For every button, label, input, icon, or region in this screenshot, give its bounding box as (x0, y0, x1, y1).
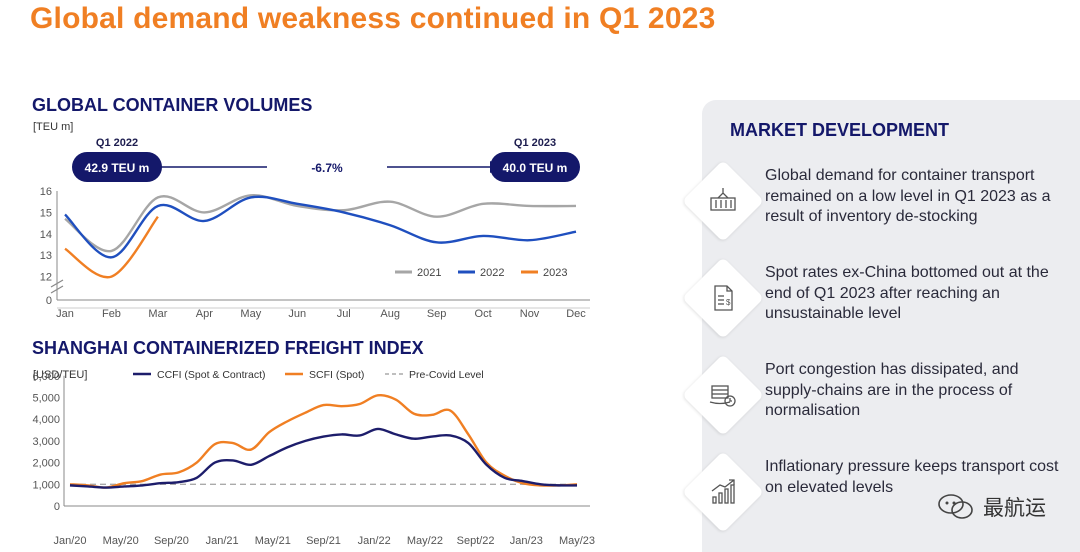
volumes-unit: [TEU m] (33, 121, 73, 133)
x-tick-label: Sep/21 (306, 535, 341, 547)
watermark: 最航运 (937, 492, 1046, 522)
x-tick-label: Apr (196, 308, 213, 320)
x-tick-label: Jan/22 (358, 535, 391, 547)
q1-2022-label: Q1 2022 (96, 137, 138, 149)
document-dollar-icon: $ (681, 256, 765, 340)
x-tick-label: Jul (337, 308, 351, 320)
volumes-heading: GLOBAL CONTAINER VOLUMES (32, 95, 313, 115)
x-tick-label: May/23 (559, 535, 595, 547)
series-line-2021 (64, 194, 577, 253)
x-tick-label: Jan/23 (510, 535, 543, 547)
series-line-2023 (64, 215, 159, 279)
q1-2023-label: Q1 2023 (514, 137, 556, 149)
series-line-2022 (64, 195, 577, 259)
q1-2022-pill (72, 152, 162, 182)
x-tick-label: May (240, 308, 261, 320)
port-clock-icon (681, 353, 765, 437)
y-tick-label: 2,000 (32, 458, 60, 470)
legend-label: 2022 (480, 267, 504, 279)
svg-text:$: $ (726, 298, 731, 307)
x-tick-label: Nov (520, 308, 540, 320)
freight-unit: [USD/TEU] (33, 369, 87, 381)
x-tick-label: May/22 (407, 535, 443, 547)
series-line-1 (69, 393, 578, 489)
y-tick-label: 4,000 (32, 414, 60, 426)
x-tick-label: Sep (427, 308, 447, 320)
y-tick-label: 6,000 (32, 371, 60, 383)
y-tick-label: 13 (40, 250, 52, 262)
market-item: $ Spot rates ex-China bottomed out at th… (681, 256, 1080, 353)
y-tick-label: 12 (40, 272, 52, 284)
x-tick-label: May/21 (255, 535, 291, 547)
y-tick-label: 3,000 (32, 436, 60, 448)
y-tick-label: 15 (40, 207, 52, 219)
y-tick-label: 5,000 (32, 393, 60, 405)
y-tick-label: 1,000 (32, 479, 60, 491)
market-item: Global demand for container transport re… (681, 159, 1080, 256)
x-tick-label: Jan/21 (206, 535, 239, 547)
legend-label: 2023 (543, 267, 567, 279)
market-panel: MARKET DEVELOPMENT Global demand for con… (681, 100, 1080, 552)
x-tick-label: Sep/20 (154, 535, 189, 547)
x-tick-label: Sept/22 (457, 535, 495, 547)
legend-label: Pre-Covid Level (409, 369, 484, 381)
market-item-text: Inflationary pressure keeps transport co… (765, 458, 1059, 496)
container-crane-icon (681, 159, 765, 243)
y-tick-label: 0 (46, 295, 52, 307)
freight-chart: [USD/TEU] 0 1,000 2,000 3,000 4,000 5,000 6,00… (32, 369, 595, 547)
x-tick-label: Mar (148, 308, 167, 320)
x-tick-label: Aug (380, 308, 400, 320)
rising-bars-icon (681, 450, 765, 534)
axis-break-icon (50, 279, 64, 294)
market-item-text: Spot rates ex-China bottomed out at the … (765, 264, 1049, 322)
x-tick-label: Dec (566, 308, 586, 320)
market-item: Inflationary pressure keeps transport co… (681, 450, 1080, 547)
x-tick-label: Jan/20 (53, 535, 86, 547)
y-tick-label: 14 (40, 229, 52, 241)
q1-2023-value: 40.0 TEU m (503, 161, 568, 175)
market-item: Port congestion has dissipated, and supp… (681, 353, 1080, 450)
market-item-text: Global demand for container transport re… (765, 167, 1051, 225)
legend-label: CCFI (Spot & Contract) (157, 369, 266, 381)
change-pct: -6.7% (311, 161, 343, 175)
x-tick-label: Jan (56, 308, 74, 320)
q1-2022-value: 42.9 TEU m (85, 161, 150, 175)
page-title: Global demand weakness continued in Q1 2… (30, 2, 716, 35)
x-tick-label: Jun (288, 308, 306, 320)
y-tick-label: 0 (54, 501, 60, 513)
chat-bubbles-icon (937, 492, 975, 522)
y-tick-label: 16 (40, 186, 52, 198)
q1-2023-pill (490, 152, 580, 182)
x-tick-label: Feb (102, 308, 121, 320)
x-tick-label: Oct (475, 308, 492, 320)
market-heading: MARKET DEVELOPMENT (730, 120, 950, 140)
x-tick-label: May/20 (103, 535, 139, 547)
legend-label: 2021 (417, 267, 441, 279)
watermark-text: 最航运 (983, 497, 1046, 520)
volumes-chart: [TEU m] Q1 2022 Q1 2023 -6.7% 42.9 TEU m… (33, 121, 590, 320)
legend-label: SCFI (Spot) (309, 369, 364, 381)
series-line-0 (69, 427, 578, 489)
freight-heading: SHANGHAI CONTAINERIZED FREIGHT INDEX (32, 338, 424, 358)
market-item-text: Port congestion has dissipated, and supp… (765, 361, 1019, 419)
